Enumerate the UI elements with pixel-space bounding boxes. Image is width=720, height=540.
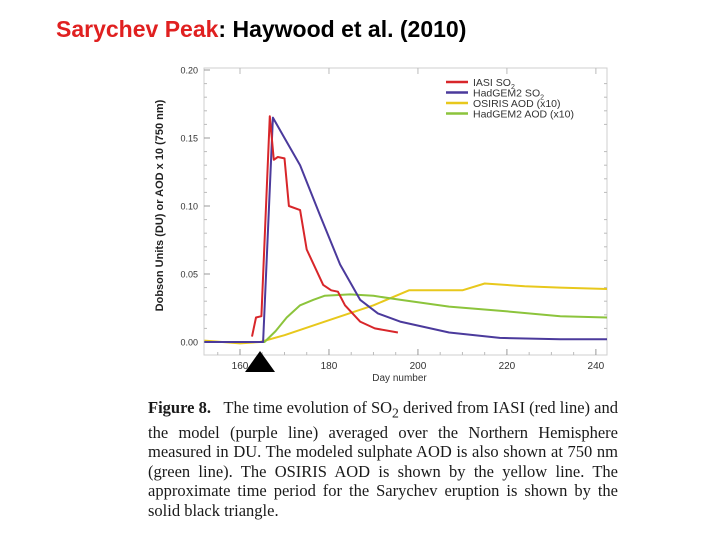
eruption-triangle-marker	[245, 351, 276, 372]
y-tick-label: 0.20	[180, 66, 198, 76]
series-line-iasi-so2	[251, 115, 399, 337]
y-tick-label: 0.10	[180, 202, 198, 212]
chart: Dobson Units (DU) or AOD x 10 (750 nm) 0…	[154, 66, 608, 384]
series-line-hadgem2-aod-x10-	[204, 293, 608, 343]
x-tick-label: 220	[499, 361, 516, 372]
figure-caption: Figure 8. The time evolution of SO2 deri…	[148, 398, 618, 520]
plot-frame	[203, 67, 608, 356]
x-axis-label: Day number	[372, 373, 427, 384]
y-axis-label: Dobson Units (DU) or AOD x 10 (750 nm)	[154, 99, 166, 311]
plot-axes: 0.00 0.05 0.10 0.15 0.20 160 180 200 220 240	[180, 66, 608, 372]
caption-subscript: 2	[392, 405, 399, 421]
slide-title-rest: : Haywood et al. (2010)	[218, 16, 467, 42]
x-axis-title: Day number	[372, 373, 427, 384]
caption-text-1: The time evolution of SO	[223, 398, 393, 417]
legend-label: IASI SO2	[473, 77, 515, 91]
y-axis-title: Dobson Units (DU) or AOD x 10 (750 nm)	[154, 99, 166, 311]
figure-label: Figure 8.	[148, 398, 211, 417]
triangle-icon	[245, 351, 276, 372]
x-tick-label: 180	[321, 361, 338, 372]
legend-label: OSIRIS AOD (x10)	[473, 98, 561, 110]
x-tick-label: 240	[588, 361, 605, 372]
slide-title: Sarychev Peak: Haywood et al. (2010)	[56, 16, 466, 43]
legend-label: HadGEM2 SO2	[473, 88, 544, 102]
legend-label: HadGEM2 AOD (x10)	[473, 109, 574, 121]
slide-title-accent: Sarychev Peak	[56, 16, 219, 42]
caption-text-2: derived from IASI (red line) and the mod…	[148, 398, 618, 520]
y-tick-label: 0.00	[180, 338, 198, 348]
y-tick-label: 0.15	[180, 134, 198, 144]
series-line-hadgem2-so2	[204, 116, 607, 343]
plot-series	[204, 115, 608, 345]
x-tick-label: 200	[410, 361, 427, 372]
x-tick-label: 160	[232, 361, 249, 372]
y-tick-label: 0.05	[180, 270, 198, 280]
